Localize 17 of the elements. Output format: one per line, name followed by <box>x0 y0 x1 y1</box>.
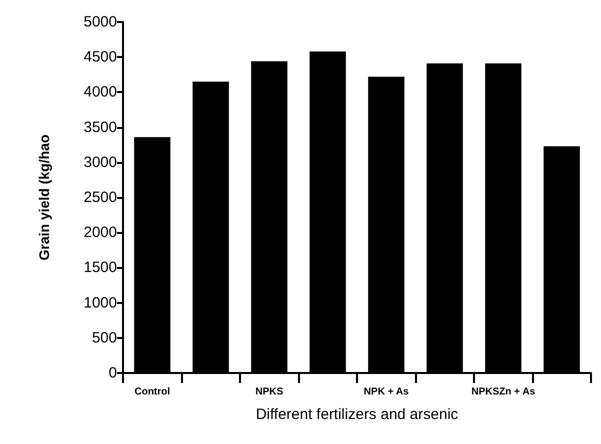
y-tick-label: 0 <box>108 364 117 382</box>
y-tick-label: 1000 <box>84 294 117 312</box>
y-tick-label: 3000 <box>84 154 117 171</box>
y-tick-label: 2500 <box>84 189 117 206</box>
y-tick-label: 3500 <box>84 118 117 136</box>
x-tick-label: NPKSZn + As <box>471 386 536 398</box>
y-tick-label: 500 <box>92 329 117 346</box>
y-tick-label: 4500 <box>84 48 117 66</box>
x-tick-label: NPK + As <box>364 386 410 398</box>
y-tick-label: 2000 <box>84 224 117 242</box>
y-axis-title: Grain yield (kg/hao <box>36 134 52 261</box>
x-tick-label: Control <box>134 386 170 398</box>
y-tick-label: 1500 <box>84 259 117 276</box>
y-tick-label: 4000 <box>84 84 117 101</box>
y-tick-label: 5000 <box>84 14 117 30</box>
x-tick-label: NPKS <box>255 386 284 398</box>
x-axis-title: Different fertilizers and arsenic <box>256 406 459 423</box>
